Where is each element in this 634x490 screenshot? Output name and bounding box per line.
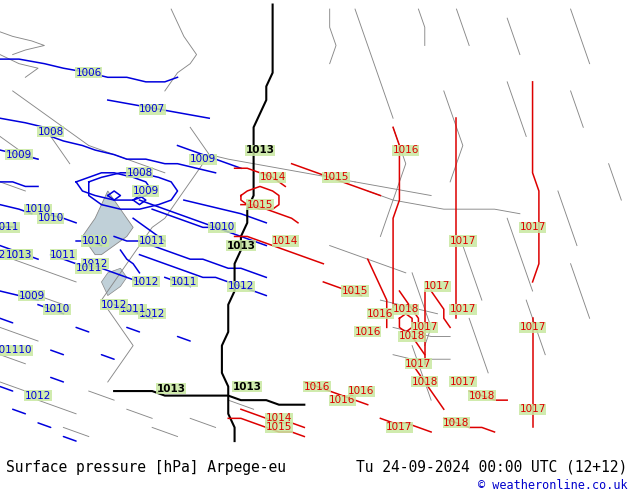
Text: 1013: 1013 bbox=[157, 384, 186, 394]
Text: 1018: 1018 bbox=[469, 391, 495, 401]
Text: 1017: 1017 bbox=[405, 359, 432, 369]
Text: 1017: 1017 bbox=[424, 281, 451, 292]
Text: 1013: 1013 bbox=[226, 241, 256, 250]
Text: 1017: 1017 bbox=[519, 404, 546, 414]
Text: 1009: 1009 bbox=[133, 186, 159, 196]
Text: Surface pressure [hPa] Arpege-eu: Surface pressure [hPa] Arpege-eu bbox=[6, 460, 287, 475]
Text: 1008: 1008 bbox=[37, 127, 64, 137]
Text: 1016: 1016 bbox=[348, 386, 375, 396]
Text: 1016: 1016 bbox=[367, 309, 394, 319]
Text: 1011: 1011 bbox=[171, 277, 197, 287]
Text: 1012: 1012 bbox=[101, 300, 127, 310]
Text: 1016: 1016 bbox=[304, 382, 330, 392]
Text: 1013: 1013 bbox=[245, 145, 275, 155]
Text: 1014: 1014 bbox=[259, 172, 286, 182]
Text: 1009: 1009 bbox=[18, 291, 45, 300]
Text: 1016: 1016 bbox=[392, 145, 419, 155]
Text: 1010: 1010 bbox=[37, 213, 64, 223]
Text: 1007: 1007 bbox=[139, 104, 165, 114]
Text: 1016: 1016 bbox=[354, 327, 381, 337]
Text: 1012: 1012 bbox=[25, 391, 51, 401]
Text: © weatheronline.co.uk: © weatheronline.co.uk bbox=[478, 479, 628, 490]
Text: 1011: 1011 bbox=[139, 236, 165, 246]
Text: 1017: 1017 bbox=[450, 304, 476, 314]
Text: 1011: 1011 bbox=[120, 304, 146, 314]
Text: 1011: 1011 bbox=[75, 263, 102, 273]
Text: 1012: 1012 bbox=[139, 309, 165, 319]
Text: 1009: 1009 bbox=[6, 149, 32, 160]
Text: 1017: 1017 bbox=[450, 236, 476, 246]
Text: 1012: 1012 bbox=[82, 259, 108, 269]
Text: 1017: 1017 bbox=[519, 222, 546, 232]
Text: 1010: 1010 bbox=[25, 204, 51, 214]
Text: 1018: 1018 bbox=[392, 304, 419, 314]
Polygon shape bbox=[82, 191, 133, 255]
Text: 1018: 1018 bbox=[411, 377, 438, 387]
Text: Tu 24-09-2024 00:00 UTC (12+12): Tu 24-09-2024 00:00 UTC (12+12) bbox=[356, 460, 628, 475]
Text: 1012: 1012 bbox=[228, 281, 254, 292]
Text: 1006: 1006 bbox=[75, 68, 102, 78]
Text: 1008: 1008 bbox=[126, 168, 153, 178]
Text: 1009: 1009 bbox=[190, 154, 216, 164]
Text: 1015: 1015 bbox=[323, 172, 349, 182]
Text: 1018: 1018 bbox=[399, 332, 425, 342]
Text: 1014: 1014 bbox=[272, 236, 299, 246]
Text: 1016: 1016 bbox=[329, 395, 356, 405]
Text: 1017: 1017 bbox=[411, 322, 438, 332]
Text: 1014: 1014 bbox=[266, 414, 292, 423]
Text: 101110: 101110 bbox=[0, 345, 32, 355]
Polygon shape bbox=[101, 269, 127, 295]
Text: 1013: 1013 bbox=[6, 249, 32, 260]
Text: 1012: 1012 bbox=[133, 277, 159, 287]
Text: 1015: 1015 bbox=[342, 286, 368, 296]
Text: 1017: 1017 bbox=[519, 322, 546, 332]
Text: 1011: 1011 bbox=[50, 249, 77, 260]
Text: 1013: 1013 bbox=[233, 382, 262, 392]
Text: 1015: 1015 bbox=[247, 199, 273, 210]
Text: 10121013: 10121013 bbox=[0, 249, 33, 260]
Text: 1011: 1011 bbox=[0, 222, 20, 232]
Text: 1010: 1010 bbox=[209, 222, 235, 232]
Text: 1018: 1018 bbox=[443, 418, 470, 428]
Text: 1017: 1017 bbox=[450, 377, 476, 387]
Text: 1017: 1017 bbox=[386, 422, 413, 433]
Text: 1015: 1015 bbox=[266, 422, 292, 433]
Text: 1010: 1010 bbox=[44, 304, 70, 314]
Text: 1010: 1010 bbox=[82, 236, 108, 246]
